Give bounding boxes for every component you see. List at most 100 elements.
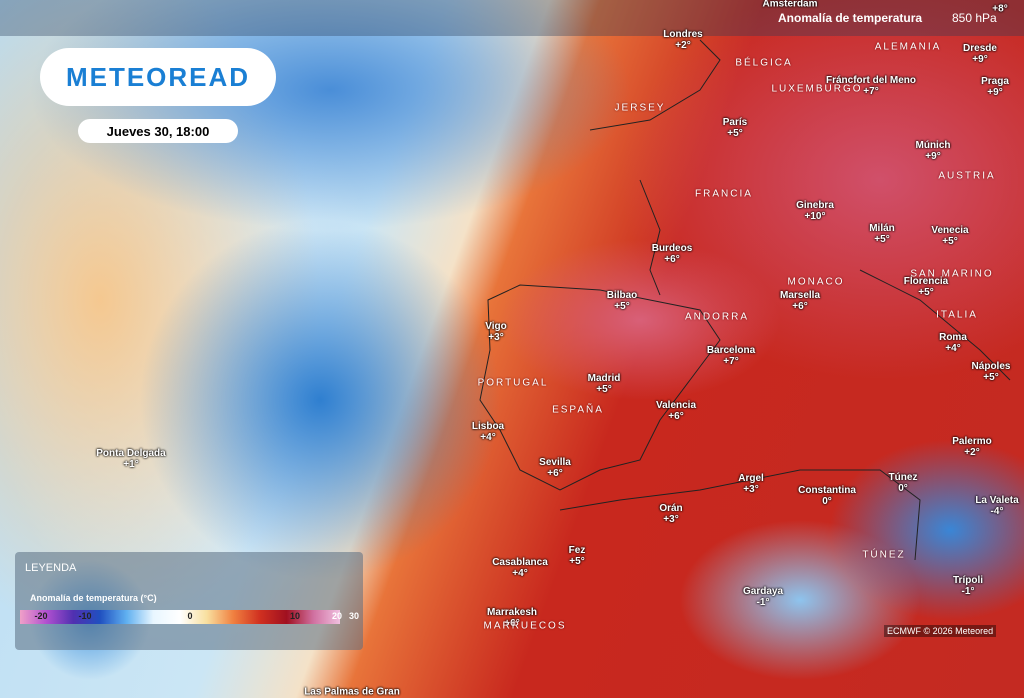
city-name: Múnich — [915, 140, 951, 151]
city-label: Ponta Delgada +1° — [96, 448, 165, 470]
city-label: +8° — [992, 4, 1007, 15]
city-anomaly: -1° — [961, 586, 975, 597]
city-name: Sevilla — [539, 457, 571, 468]
layer-name: Anomalía de temperatura — [778, 11, 923, 25]
city-name: Marrakesh — [486, 607, 538, 618]
region-label: MONACO — [787, 276, 845, 288]
legend-tick: 20 — [331, 611, 343, 621]
city-name: Venecia — [931, 225, 969, 236]
region-label: FRANCIA — [695, 188, 753, 200]
region-label: SAN MARINO — [910, 268, 994, 280]
city-name: Lisboa — [471, 421, 505, 432]
city-label: Roma +4° — [939, 332, 967, 354]
city-anomaly: +6° — [547, 468, 563, 479]
city-label: Orán +3° — [659, 503, 682, 525]
city-name: Milán — [869, 223, 895, 234]
iberia-coast — [479, 284, 721, 491]
city-name: Roma — [939, 332, 967, 343]
legend: LEYENDA Anomalía de temperatura (°C) -20… — [15, 552, 363, 650]
legend-tick: 10 — [289, 611, 301, 621]
top-bar: Anomalía de temperatura 850 hPa — [0, 0, 1024, 36]
city-anomaly: +6° — [664, 254, 680, 265]
city-name: Constantina — [798, 485, 856, 496]
city-name: Fez — [568, 545, 586, 556]
city-name: Amsterdam — [762, 0, 818, 10]
city-anomaly: +9° — [925, 151, 941, 162]
layer-level: 850 hPa — [952, 11, 997, 25]
legend-tick: 0 — [187, 611, 193, 621]
legend-tick: -10 — [78, 611, 92, 621]
city-name: Ginebra — [796, 200, 834, 211]
logo[interactable]: METEOREAD — [40, 48, 276, 106]
city-label: Vigo +3° — [485, 321, 506, 343]
city-anomaly: 0° — [822, 496, 832, 507]
city-name: Burdeos — [651, 243, 693, 254]
city-name: Trípoli — [953, 575, 983, 586]
city-anomaly: +7° — [863, 86, 879, 97]
city-name: Barcelona — [706, 345, 756, 356]
region-label: AUSTRIA — [938, 170, 996, 182]
city-label: Constantina 0° — [798, 485, 856, 507]
city-label: Nápoles +5° — [972, 361, 1011, 383]
city-name: Praga — [981, 76, 1009, 87]
city-label: Sevilla +6° — [539, 457, 571, 479]
city-anomaly: +3° — [488, 332, 504, 343]
city-label: Ginebra +10° — [796, 200, 834, 222]
legend-tick: 30 — [348, 611, 360, 621]
city-label: Fráncfort del Meno +7° — [826, 75, 916, 97]
city-anomaly: 0° — [898, 483, 908, 494]
city-label: Praga +9° — [981, 76, 1009, 98]
region-label: ESPAÑA — [552, 404, 604, 416]
city-anomaly: +5° — [727, 128, 743, 139]
city-name: Valencia — [655, 400, 697, 411]
date[interactable]: Jueves 30, 18:00 — [78, 119, 238, 143]
africa-coast — [559, 469, 921, 561]
city-anomaly: +2° — [675, 40, 691, 51]
region-label: JERSEY — [614, 102, 666, 114]
city-label: Londres +2° — [663, 29, 702, 51]
city-name: Marsella — [779, 290, 821, 301]
city-name: Túnez — [888, 472, 918, 483]
region-label: TÚNEZ — [862, 549, 906, 561]
city-label: Barcelona +7° — [707, 345, 755, 367]
city-anomaly: +10° — [804, 211, 826, 222]
city-label: La Valeta -4° — [975, 495, 1018, 517]
city-name: Bilbao — [606, 290, 638, 301]
city-anomaly: +5° — [614, 301, 630, 312]
legend-title: LEYENDA — [25, 562, 77, 574]
legend-subtitle: Anomalía de temperatura (°C) — [30, 593, 157, 603]
city-anomaly: +4° — [512, 568, 528, 579]
city-name: Nápoles — [971, 361, 1011, 372]
city-name: Ponta Delgada — [96, 448, 166, 459]
city-anomaly: +5° — [918, 287, 934, 298]
city-label: Trípoli -1° — [953, 575, 983, 597]
legend-tick: -20 — [34, 611, 48, 621]
city-label: Casablanca +4° — [492, 557, 548, 579]
city-name: Orán — [659, 503, 683, 514]
city-anomaly: +5° — [983, 372, 999, 383]
city-label: Fez +5° — [569, 545, 586, 567]
city-name: Londres — [663, 29, 703, 40]
city-anomaly: +7° — [723, 356, 739, 367]
region-label: ITALIA — [936, 309, 978, 321]
city-name: Vigo — [485, 321, 507, 332]
city-anomaly: +6° — [792, 301, 808, 312]
region-label: ANDORRA — [684, 311, 750, 323]
city-anomaly: +6° — [504, 618, 520, 629]
color-bar — [20, 610, 340, 624]
city-label: Milán +5° — [869, 223, 895, 245]
city-label: Marrakesh +6° — [487, 607, 537, 629]
italy-coast — [859, 269, 1011, 381]
credit: ECMWF © 2026 Meteored — [884, 625, 997, 637]
city-anomaly: +5° — [569, 556, 585, 567]
city-label: París +5° — [723, 117, 747, 139]
city-anomaly: +2° — [964, 447, 980, 458]
city-anomaly: +3° — [663, 514, 679, 525]
france-coast — [589, 39, 721, 296]
city-label: Burdeos +6° — [652, 243, 693, 265]
city-label: Marsella +6° — [780, 290, 820, 312]
city-anomaly: -1° — [756, 597, 770, 608]
city-anomaly: +9° — [987, 87, 1003, 98]
